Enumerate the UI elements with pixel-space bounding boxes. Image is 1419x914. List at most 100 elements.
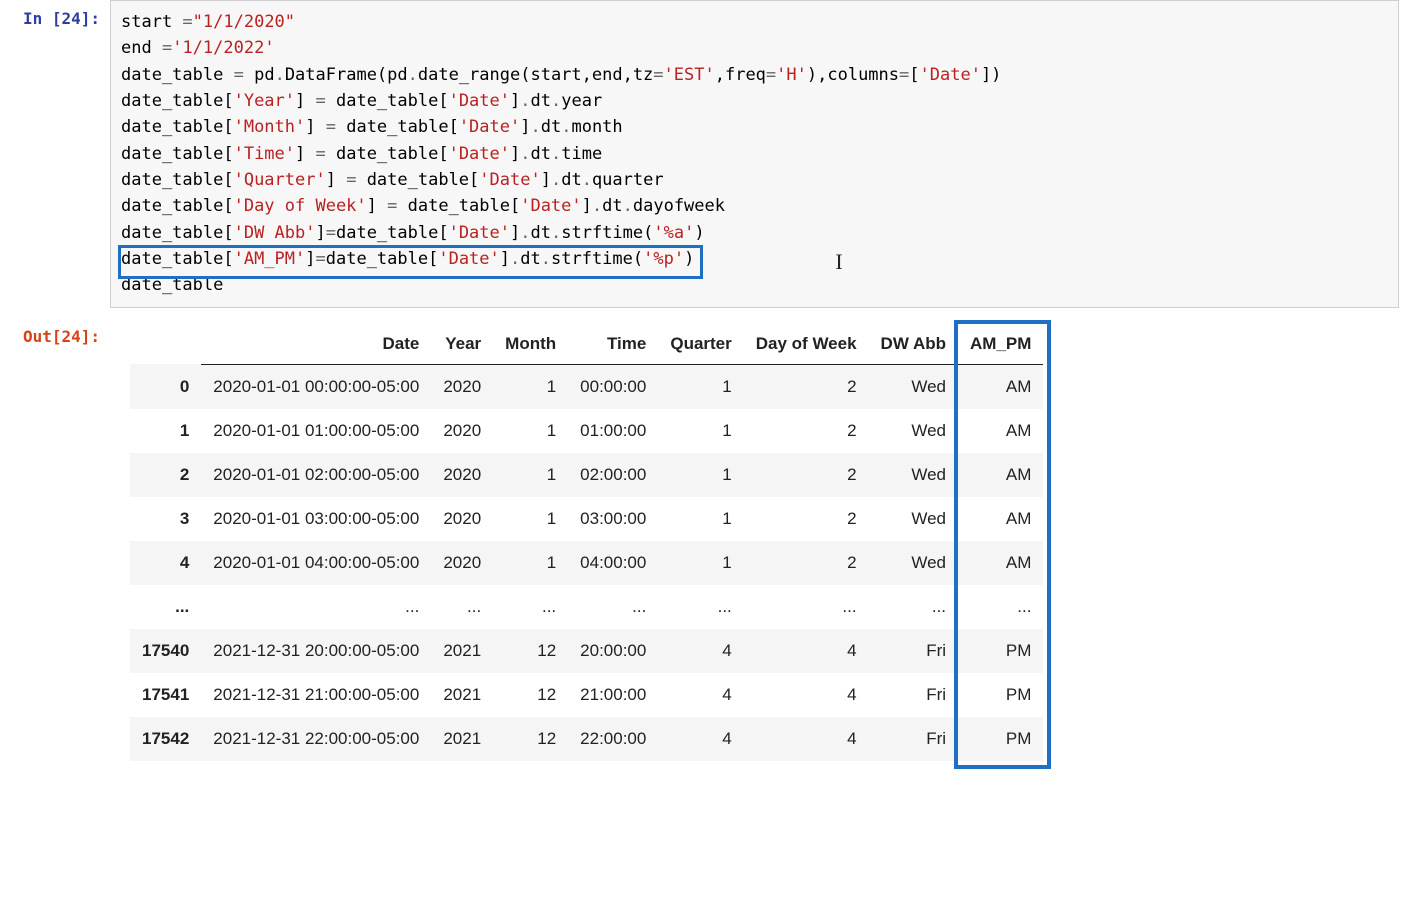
table-cell: 2021-12-31 20:00:00-05:00 — [201, 629, 431, 673]
table-cell: 00:00:00 — [568, 364, 658, 409]
table-cell: 1 — [493, 453, 568, 497]
table-row-index: 17542 — [130, 717, 201, 761]
table-cell: ... — [431, 585, 493, 629]
table-header-index — [130, 324, 201, 365]
code-editor[interactable]: start ="1/1/2020"end ='1/1/2022'date_tab… — [110, 0, 1399, 308]
code-line[interactable]: date_table = pd.DataFrame(pd.date_range(… — [121, 62, 1388, 88]
table-row: 02020-01-01 00:00:00-05:002020100:00:001… — [130, 364, 1043, 409]
table-cell: 1 — [658, 497, 743, 541]
table-cell: 1 — [493, 541, 568, 585]
table-cell: 2021 — [431, 673, 493, 717]
table-row: 22020-01-01 02:00:00-05:002020102:00:001… — [130, 453, 1043, 497]
table-cell: 2 — [744, 541, 869, 585]
table-cell: 4 — [744, 673, 869, 717]
code-line[interactable]: date_table['Year'] = date_table['Date'].… — [121, 88, 1388, 114]
code-line[interactable]: date_table['DW Abb']=date_table['Date'].… — [121, 220, 1388, 246]
table-cell: ... — [658, 585, 743, 629]
table-cell: 22:00:00 — [568, 717, 658, 761]
table-row-index: 17540 — [130, 629, 201, 673]
table-cell: 2 — [744, 453, 869, 497]
table-header-cell: Year — [431, 324, 493, 365]
table-cell: 21:00:00 — [568, 673, 658, 717]
table-cell: PM — [958, 673, 1043, 717]
table-cell: 2020-01-01 03:00:00-05:00 — [201, 497, 431, 541]
table-cell: 4 — [658, 673, 743, 717]
table-header-cell: Quarter — [658, 324, 743, 365]
table-row-index: 2 — [130, 453, 201, 497]
table-row: 175412021-12-31 21:00:00-05:0020211221:0… — [130, 673, 1043, 717]
table-header-cell: DW Abb — [869, 324, 958, 365]
table-row: 175422021-12-31 22:00:00-05:0020211222:0… — [130, 717, 1043, 761]
table-cell: Wed — [869, 541, 958, 585]
code-line[interactable]: date_table — [121, 272, 1388, 298]
table-cell: Wed — [869, 497, 958, 541]
table-cell: 2020 — [431, 364, 493, 409]
table-cell: 2021 — [431, 629, 493, 673]
table-row-index: ... — [130, 585, 201, 629]
table-cell: AM — [958, 453, 1043, 497]
input-prompt: In [24]: — [0, 0, 110, 30]
output-prompt: Out[24]: — [0, 318, 110, 348]
table-cell: 1 — [658, 541, 743, 585]
table-cell: AM — [958, 541, 1043, 585]
code-line[interactable]: date_table['AM_PM']=date_table['Date'].d… — [121, 246, 1388, 272]
code-line[interactable]: date_table['Month'] = date_table['Date']… — [121, 114, 1388, 140]
table-cell: Fri — [869, 717, 958, 761]
dataframe-table: DateYearMonthTimeQuarterDay of WeekDW Ab… — [130, 324, 1043, 761]
table-cell: ... — [493, 585, 568, 629]
table-cell: 2020 — [431, 453, 493, 497]
table-row-index: 0 — [130, 364, 201, 409]
code-line[interactable]: date_table['Quarter'] = date_table['Date… — [121, 167, 1388, 193]
table-cell: 2020-01-01 01:00:00-05:00 — [201, 409, 431, 453]
table-cell: Wed — [869, 453, 958, 497]
table-cell: 4 — [744, 717, 869, 761]
table-cell: 4 — [744, 629, 869, 673]
table-row: 12020-01-01 01:00:00-05:002020101:00:001… — [130, 409, 1043, 453]
table-cell: ... — [869, 585, 958, 629]
jupyter-output-cell: Out[24]: DateYearMonthTimeQuarterDay of … — [0, 318, 1419, 761]
table-cell: 1 — [658, 364, 743, 409]
table-cell: 4 — [658, 629, 743, 673]
table-cell: 02:00:00 — [568, 453, 658, 497]
table-cell: 2021-12-31 22:00:00-05:00 — [201, 717, 431, 761]
table-cell: 12 — [493, 673, 568, 717]
table-cell: 1 — [493, 409, 568, 453]
table-cell: Fri — [869, 629, 958, 673]
code-line[interactable]: date_table['Time'] = date_table['Date'].… — [121, 141, 1388, 167]
output-area: DateYearMonthTimeQuarterDay of WeekDW Ab… — [110, 318, 1419, 761]
table-cell: 2020-01-01 04:00:00-05:00 — [201, 541, 431, 585]
table-cell: Wed — [869, 409, 958, 453]
table-header-row: DateYearMonthTimeQuarterDay of WeekDW Ab… — [130, 324, 1043, 365]
table-row-index: 4 — [130, 541, 201, 585]
table-cell: 12 — [493, 717, 568, 761]
table-row: 32020-01-01 03:00:00-05:002020103:00:001… — [130, 497, 1043, 541]
table-row-index: 3 — [130, 497, 201, 541]
table-cell: 2021-12-31 21:00:00-05:00 — [201, 673, 431, 717]
table-cell: 20:00:00 — [568, 629, 658, 673]
table-cell: 12 — [493, 629, 568, 673]
table-cell: 2021 — [431, 717, 493, 761]
code-line[interactable]: date_table['Day of Week'] = date_table['… — [121, 193, 1388, 219]
table-cell: ... — [201, 585, 431, 629]
table-cell: 01:00:00 — [568, 409, 658, 453]
table-cell: AM — [958, 364, 1043, 409]
table-cell: 04:00:00 — [568, 541, 658, 585]
output-prompt-label: Out[24]: — [23, 327, 100, 346]
table-cell: AM — [958, 497, 1043, 541]
table-cell: ... — [958, 585, 1043, 629]
table-header-cell: Time — [568, 324, 658, 365]
table-cell: AM — [958, 409, 1043, 453]
code-line[interactable]: start ="1/1/2020" — [121, 9, 1388, 35]
jupyter-input-cell: In [24]: start ="1/1/2020"end ='1/1/2022… — [0, 0, 1419, 308]
code-line[interactable]: end ='1/1/2022' — [121, 35, 1388, 61]
table-cell: 2020-01-01 00:00:00-05:00 — [201, 364, 431, 409]
table-cell: 2020-01-01 02:00:00-05:00 — [201, 453, 431, 497]
table-row: ........................... — [130, 585, 1043, 629]
table-cell: PM — [958, 717, 1043, 761]
table-row-index: 17541 — [130, 673, 201, 717]
table-cell: PM — [958, 629, 1043, 673]
table-cell: 1 — [493, 364, 568, 409]
table-header-cell: Day of Week — [744, 324, 869, 365]
table-row: 175402021-12-31 20:00:00-05:0020211220:0… — [130, 629, 1043, 673]
table-cell: 1 — [658, 453, 743, 497]
